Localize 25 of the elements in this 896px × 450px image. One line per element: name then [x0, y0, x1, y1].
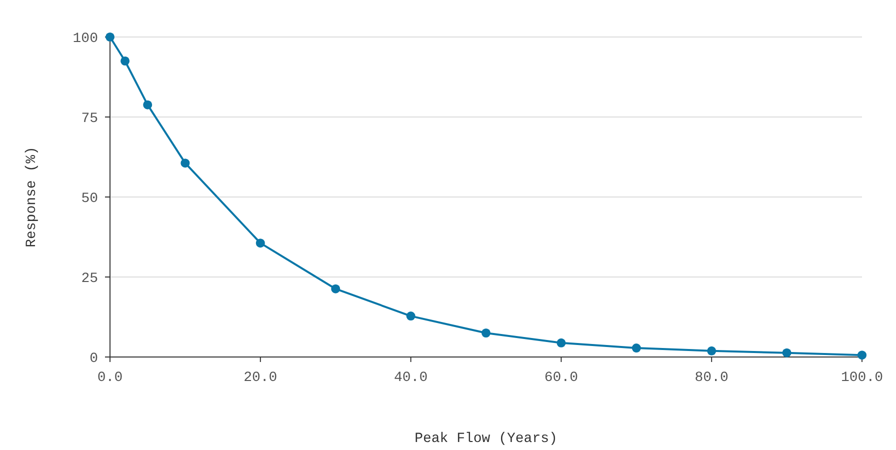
point [256, 238, 265, 248]
y-axis-title: Response (%) [24, 146, 40, 248]
x-tick-label: 80.0 [694, 370, 728, 386]
y-tick-label: 75 [81, 110, 98, 127]
point [120, 56, 130, 66]
y-tick-label: 100 [72, 30, 98, 47]
y-tick-label: 50 [81, 190, 98, 207]
point [556, 338, 566, 348]
point [481, 328, 491, 338]
point [707, 346, 716, 356]
point [331, 284, 340, 294]
point [632, 344, 641, 353]
point [857, 350, 867, 360]
x-tick-label: 0.0 [97, 370, 123, 386]
y-tick-label: 25 [81, 270, 98, 287]
x-tick-label: 20.0 [244, 370, 278, 386]
x-tick-label: 60.0 [544, 370, 578, 386]
y-tick-label: 0 [90, 350, 98, 367]
x-tick-label: 100.0 [840, 370, 884, 386]
x-axis-title: Peak Flow (Years) [414, 431, 558, 447]
point [180, 158, 190, 168]
point [406, 312, 416, 321]
point [143, 100, 152, 110]
point [782, 348, 792, 358]
x-tick-label: 40.0 [394, 370, 428, 386]
